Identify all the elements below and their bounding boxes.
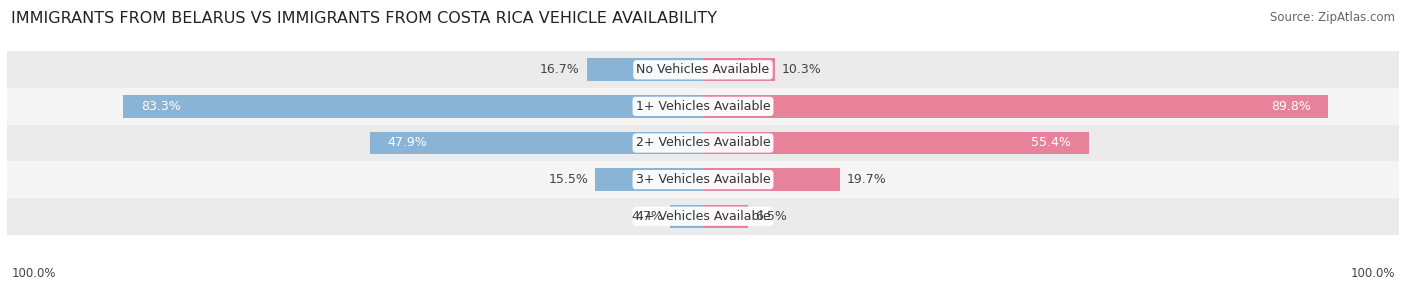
Text: IMMIGRANTS FROM BELARUS VS IMMIGRANTS FROM COSTA RICA VEHICLE AVAILABILITY: IMMIGRANTS FROM BELARUS VS IMMIGRANTS FR… [11, 11, 717, 26]
Text: 19.7%: 19.7% [846, 173, 887, 186]
Bar [703, 168, 841, 191]
Text: 83.3%: 83.3% [141, 100, 180, 113]
Bar [703, 205, 748, 228]
Text: 89.8%: 89.8% [1271, 100, 1310, 113]
Bar [7, 51, 1399, 88]
Bar [703, 95, 1329, 118]
Text: 100.0%: 100.0% [11, 267, 56, 280]
Text: 47.9%: 47.9% [387, 136, 427, 150]
Text: 15.5%: 15.5% [548, 173, 588, 186]
Text: 1+ Vehicles Available: 1+ Vehicles Available [636, 100, 770, 113]
Text: 4+ Vehicles Available: 4+ Vehicles Available [636, 210, 770, 223]
Bar [124, 95, 703, 118]
Bar [7, 88, 1399, 125]
Text: 100.0%: 100.0% [1350, 267, 1395, 280]
Text: 16.7%: 16.7% [540, 63, 579, 76]
Text: No Vehicles Available: No Vehicles Available [637, 63, 769, 76]
Bar [703, 58, 775, 81]
Bar [7, 161, 1399, 198]
Bar [671, 205, 703, 228]
Bar [370, 132, 703, 154]
Text: 4.7%: 4.7% [631, 210, 664, 223]
Text: 6.5%: 6.5% [755, 210, 787, 223]
Text: 3+ Vehicles Available: 3+ Vehicles Available [636, 173, 770, 186]
Text: Source: ZipAtlas.com: Source: ZipAtlas.com [1270, 11, 1395, 24]
Text: 2+ Vehicles Available: 2+ Vehicles Available [636, 136, 770, 150]
Text: 10.3%: 10.3% [782, 63, 821, 76]
Bar [703, 132, 1088, 154]
Bar [7, 198, 1399, 235]
Bar [7, 125, 1399, 161]
Bar [595, 168, 703, 191]
Text: 55.4%: 55.4% [1031, 136, 1071, 150]
Bar [586, 58, 703, 81]
